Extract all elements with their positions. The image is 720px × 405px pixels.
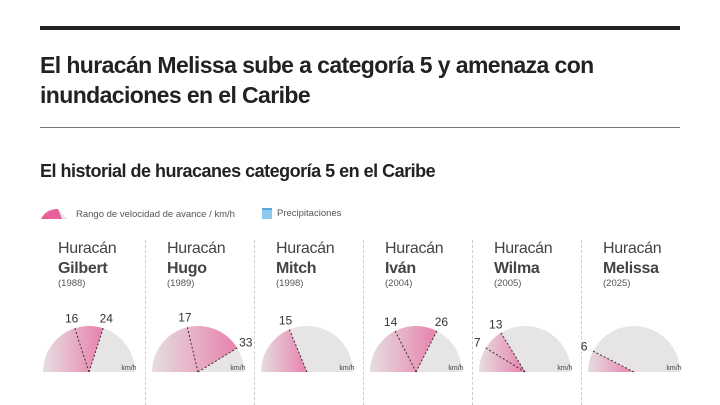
hurricane-gilbert: Huracán Gilbert (1988) [58,240,158,289]
speed-marker-min [591,349,635,373]
speed-marker-min [483,346,526,373]
unit-label: km/h [666,365,681,372]
speed-marker-min [393,329,417,373]
hurricane-year: (2025) [603,278,631,289]
unit-label: km/h [230,365,245,372]
hurricane-name: Melissa [603,260,659,277]
headline: El huracán Melissa sube a categoría 5 y … [40,52,594,108]
hurricane-wilma: Huracán Wilma (2005) [494,240,594,289]
unit-label: km/h [339,365,354,372]
legend-label: Precipitaciones [277,208,342,219]
hurricane-year: (1998) [276,278,304,289]
hurricane-year: (1989) [167,278,195,289]
speed-label-min: 7 [474,336,481,350]
speed-marker-min [73,326,90,373]
column-separator [581,240,582,405]
hurricane-name: Gilbert [58,260,108,277]
legend-label: Rango de velocidad de avance / km/h [76,208,235,220]
hurricane-prefix: Huracán [58,240,117,257]
precipitation-icon [262,208,272,219]
column-separator [363,240,364,405]
speed-label-max: 33 [239,336,253,350]
hurricane-prefix: Huracán [385,240,444,257]
hurricane-year: (2005) [494,278,522,289]
speed-label-min: 14 [384,315,398,329]
hurricane-year: (1988) [58,278,86,289]
column-separator [472,240,473,405]
speed-range-fill [370,326,437,372]
speed-marker-max [88,326,105,373]
speed-marker-max [499,330,526,373]
divider [40,127,680,128]
column-separator [145,240,146,405]
speed-label-max: 13 [489,317,503,331]
chart-title: El historial de huracanes categoría 5 en… [40,161,436,181]
hurricane-prefix: Huracán [167,240,226,257]
hurricane-prefix: Huracán [603,240,662,257]
hurricane-name: Iván [385,260,416,277]
speed-label-max: 24 [100,312,114,326]
hurricane-name: Hugo [167,260,207,277]
speed-marker-min [186,325,199,373]
hurricane-name: Wilma [494,260,540,277]
speed-range-fill [261,329,307,372]
hurricane-iván: Huracán Iván (2004) [385,240,485,289]
top-bar [40,26,680,30]
unit-label: km/h [448,365,463,372]
speed-label-min: 16 [65,312,79,326]
hurricane-mitch: Huracán Mitch (1998) [276,240,376,289]
hurricane-prefix: Huracán [494,240,553,257]
unit-label: km/h [121,365,136,372]
speed-label-min: 17 [178,311,192,325]
speed-range-fill [43,326,104,372]
speed-label-min: 6 [581,340,588,354]
speed-label-max: 26 [435,315,449,329]
speed-range-fill [479,332,525,372]
speed-marker-max [415,329,439,373]
speed-label-min: 15 [279,313,293,327]
hurricane-year: (2004) [385,278,413,289]
speed-marker-min [288,327,308,373]
speed-marker-max [197,346,240,373]
legend-speed: Rango de velocidad de avance / km/h [40,208,235,220]
hurricane-hugo: Huracán Hugo (1989) [167,240,267,289]
speed-range-icon [41,209,67,219]
legend-rain: Precipitaciones [262,208,341,219]
speed-range-fill [588,351,634,372]
column-separator [254,240,255,405]
hurricane-prefix: Huracán [276,240,335,257]
hurricane-name: Mitch [276,260,317,277]
hurricane-melissa: Huracán Melissa (2025) [603,240,703,289]
unit-label: km/h [557,365,572,372]
